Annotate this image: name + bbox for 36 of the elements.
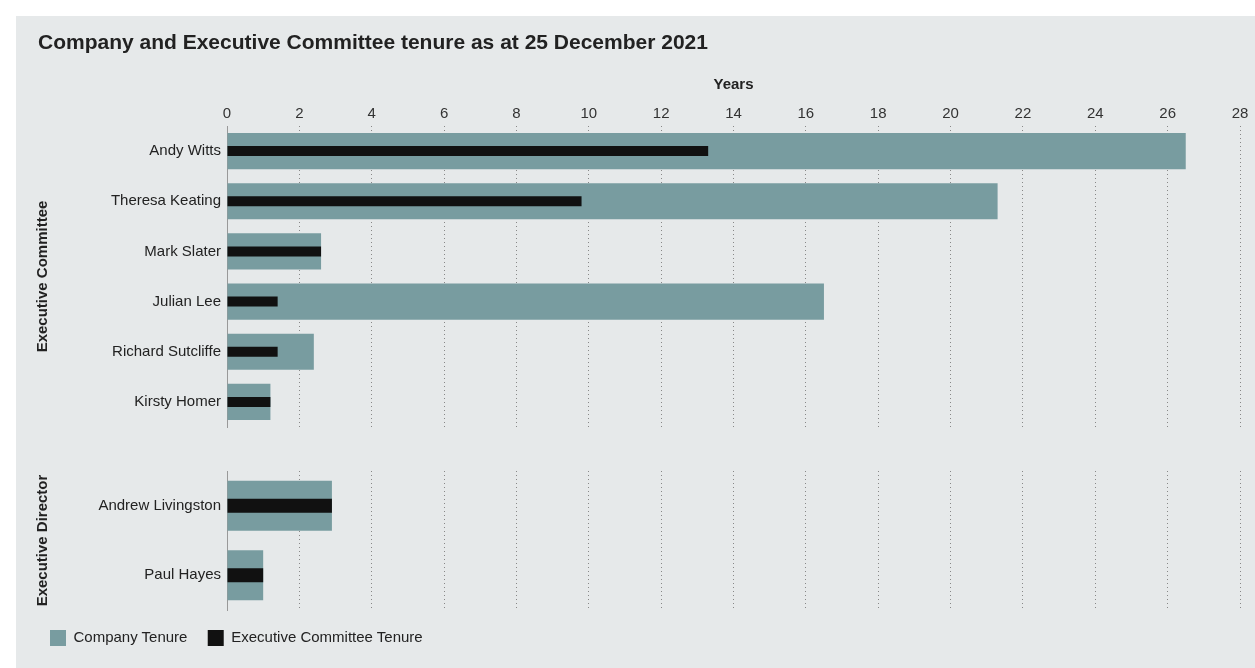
legend-label: Executive Committee Tenure xyxy=(231,628,423,646)
x-tick-label: 26 xyxy=(1159,104,1176,122)
x-tick-label: 20 xyxy=(942,104,959,122)
x-tick-label: 10 xyxy=(580,104,598,122)
y-tick-label: Mark Slater xyxy=(144,241,221,259)
y-tick-label: Theresa Keating xyxy=(110,191,221,209)
y-tick-label: Andy Witts xyxy=(149,141,221,159)
legend-label: Company Tenure xyxy=(73,628,188,646)
x-axis-title: Years xyxy=(713,75,754,93)
x-tick-label: 24 xyxy=(1086,104,1104,122)
x-tick-label: 6 xyxy=(439,104,449,122)
chart-title: Company and Executive Committee tenure as at 25 December 2021 xyxy=(38,30,708,54)
x-tick-label: 22 xyxy=(1014,104,1032,122)
bar xyxy=(227,196,582,207)
y-tick-label: Kirsty Homer xyxy=(134,392,221,410)
x-tick-label: 12 xyxy=(652,104,670,122)
x-tick-label: 16 xyxy=(797,104,815,122)
bar xyxy=(227,296,278,307)
y-tick-label: Julian Lee xyxy=(152,291,221,309)
bar xyxy=(227,396,271,407)
y-axis-title: Executive Director xyxy=(33,474,51,607)
bar xyxy=(227,146,709,157)
bar xyxy=(227,283,824,320)
bar xyxy=(227,246,322,257)
y-axis-title: Executive Committee xyxy=(33,200,51,353)
x-tick-label: 14 xyxy=(725,104,742,122)
x-tick-label: 2 xyxy=(295,104,304,122)
y-tick-label: Paul Hayes xyxy=(144,565,221,583)
x-tick-label: 8 xyxy=(512,104,521,122)
x-tick-label: 0 xyxy=(222,104,232,122)
y-tick-label: Richard Sutcliffe xyxy=(112,341,221,359)
y-tick-label: Andrew Livingston xyxy=(98,495,221,513)
bar xyxy=(227,346,278,357)
x-tick-label: 18 xyxy=(869,104,887,122)
x-tick-label: 4 xyxy=(367,104,376,122)
x-tick-label: 28 xyxy=(1231,104,1249,122)
